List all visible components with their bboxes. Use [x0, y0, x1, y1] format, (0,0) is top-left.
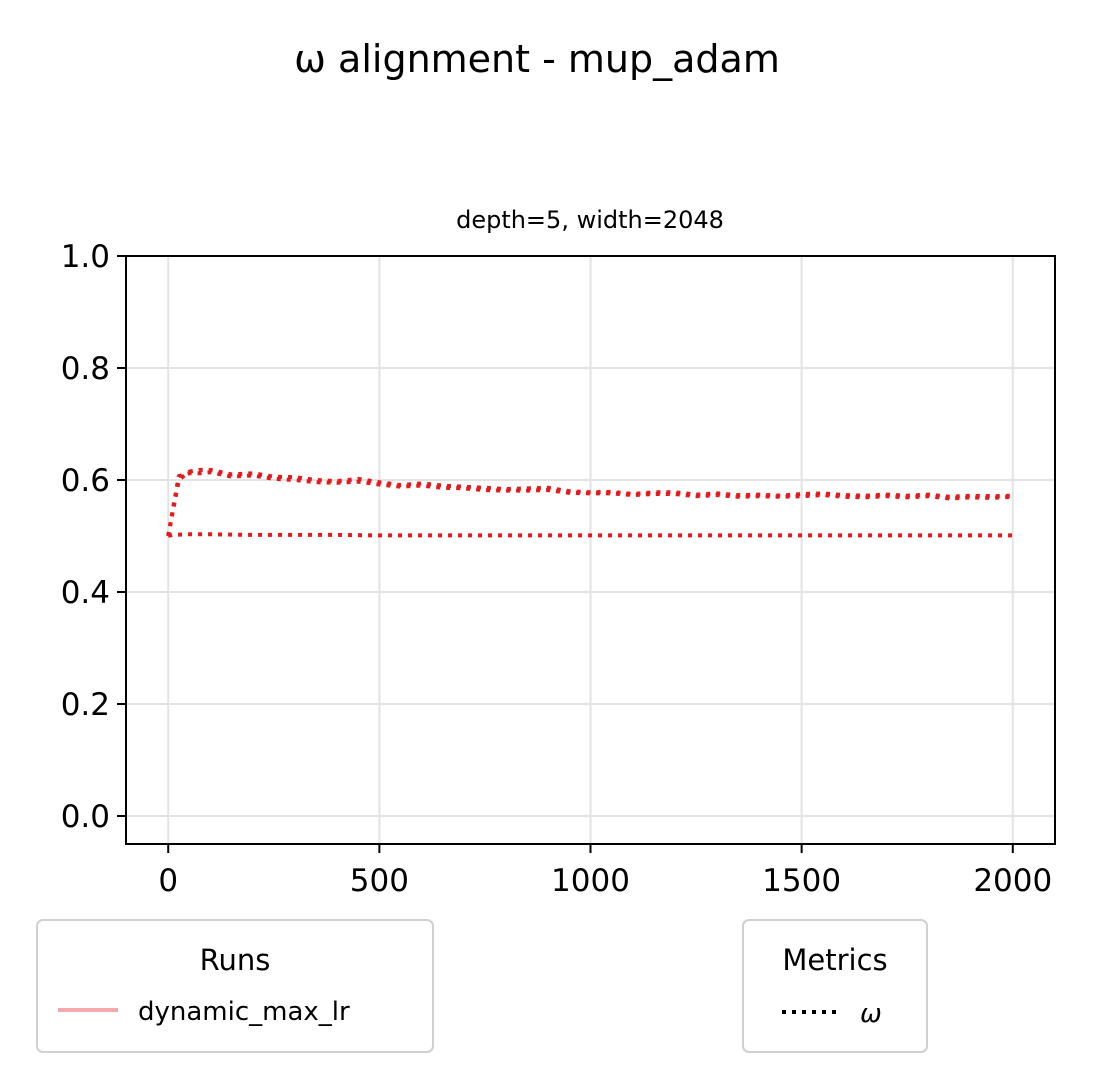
y-tick-label: 0.2: [61, 687, 110, 723]
x-tick-label: 1000: [551, 863, 630, 899]
plot-area: 0 500 1000 1500 2000 0.0 0.2 0.4 0.6 0.8 1.0: [61, 239, 1056, 899]
y-tick-label: 0.8: [61, 351, 110, 387]
series-line-3: [167, 532, 1013, 538]
y-tick-label: 0.6: [61, 463, 110, 499]
legend-metrics-title: Metrics: [782, 943, 887, 977]
legend-runs-box: [36, 919, 434, 1053]
series-lines: [166, 467, 1013, 538]
y-tick-label: 1.0: [61, 239, 110, 275]
legend-metrics-label: ω: [860, 999, 882, 1029]
y-axis-ticks: 0.0 0.2 0.4 0.6 0.8 1.0: [61, 239, 126, 835]
x-tick-label: 2000: [973, 863, 1052, 899]
x-tick-label: 0: [158, 863, 178, 899]
legend-runs-label: dynamic_max_lr: [138, 997, 350, 1027]
subplot-title: depth=5, width=2048: [456, 206, 724, 234]
y-tick-label: 0.4: [61, 575, 110, 611]
x-axis-ticks: 0 500 1000 1500 2000: [158, 844, 1052, 899]
x-tick-label: 1500: [762, 863, 841, 899]
legend-metrics-box: [742, 919, 928, 1053]
legend-runs-title: Runs: [200, 943, 271, 977]
figure-title: ω alignment - mup_adam: [294, 37, 780, 81]
legend-runs: Runs dynamic_max_lr: [36, 919, 434, 1053]
y-tick-label: 0.0: [61, 799, 110, 835]
x-tick-label: 500: [350, 863, 409, 899]
legend-metrics: Metrics ω: [742, 919, 928, 1053]
series-line-2: [166, 470, 1013, 537]
